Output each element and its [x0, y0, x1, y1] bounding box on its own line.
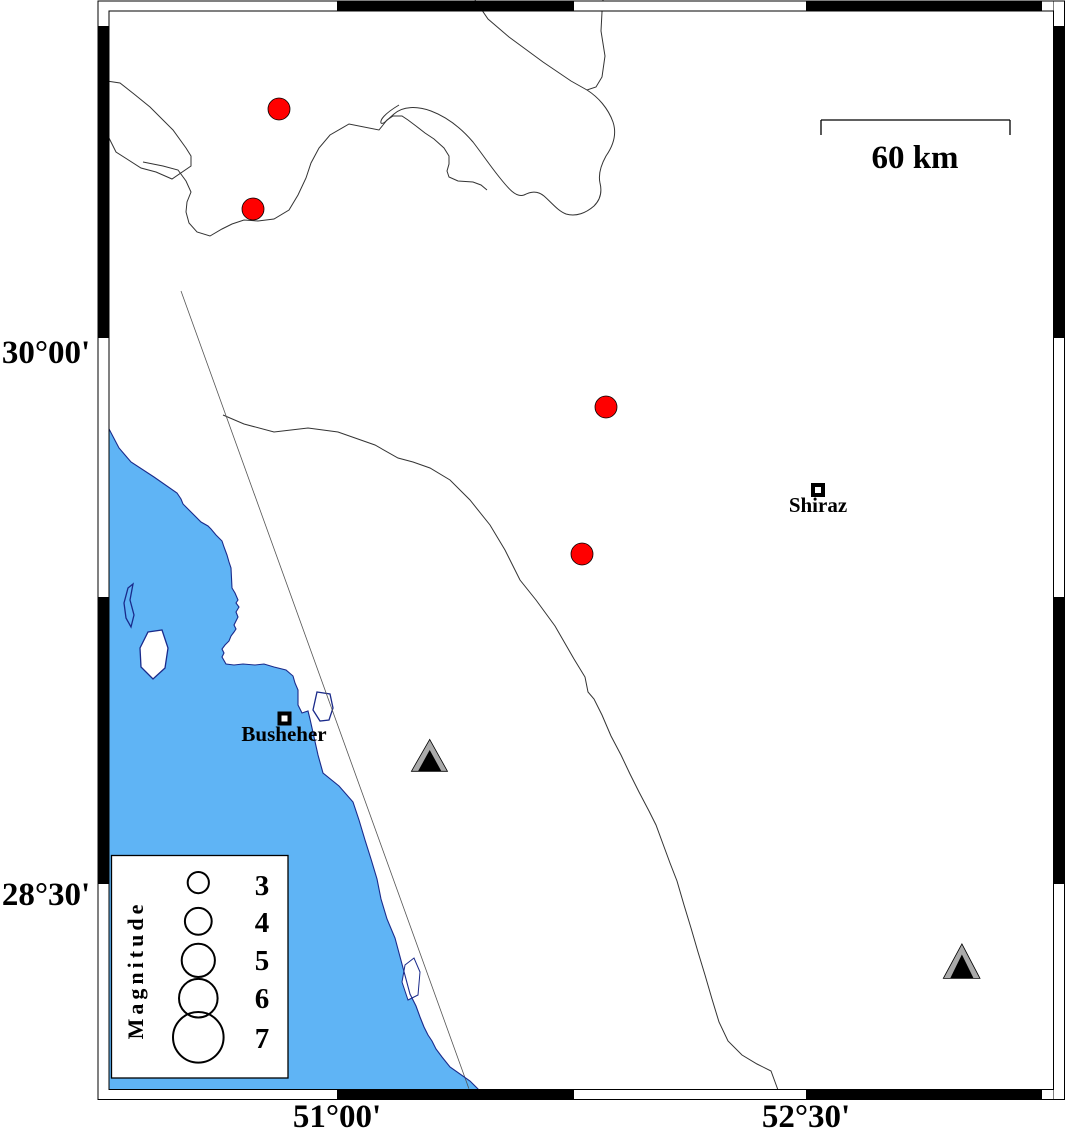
svg-text:30°00': 30°00': [2, 335, 90, 371]
svg-text:52°30': 52°30': [762, 1099, 850, 1135]
svg-text:4: 4: [255, 907, 270, 939]
svg-text:Busheher: Busheher: [241, 722, 326, 746]
svg-text:6: 6: [255, 983, 270, 1015]
svg-text:Shiraz: Shiraz: [789, 493, 847, 517]
svg-text:3: 3: [255, 870, 270, 902]
svg-text:51°00': 51°00': [293, 1099, 381, 1135]
svg-text:7: 7: [255, 1023, 270, 1055]
svg-text:60 km: 60 km: [871, 140, 958, 176]
svg-text:28°30': 28°30': [2, 877, 90, 913]
svg-text:5: 5: [255, 945, 270, 977]
svg-text:Magnitude: Magnitude: [123, 901, 148, 1040]
